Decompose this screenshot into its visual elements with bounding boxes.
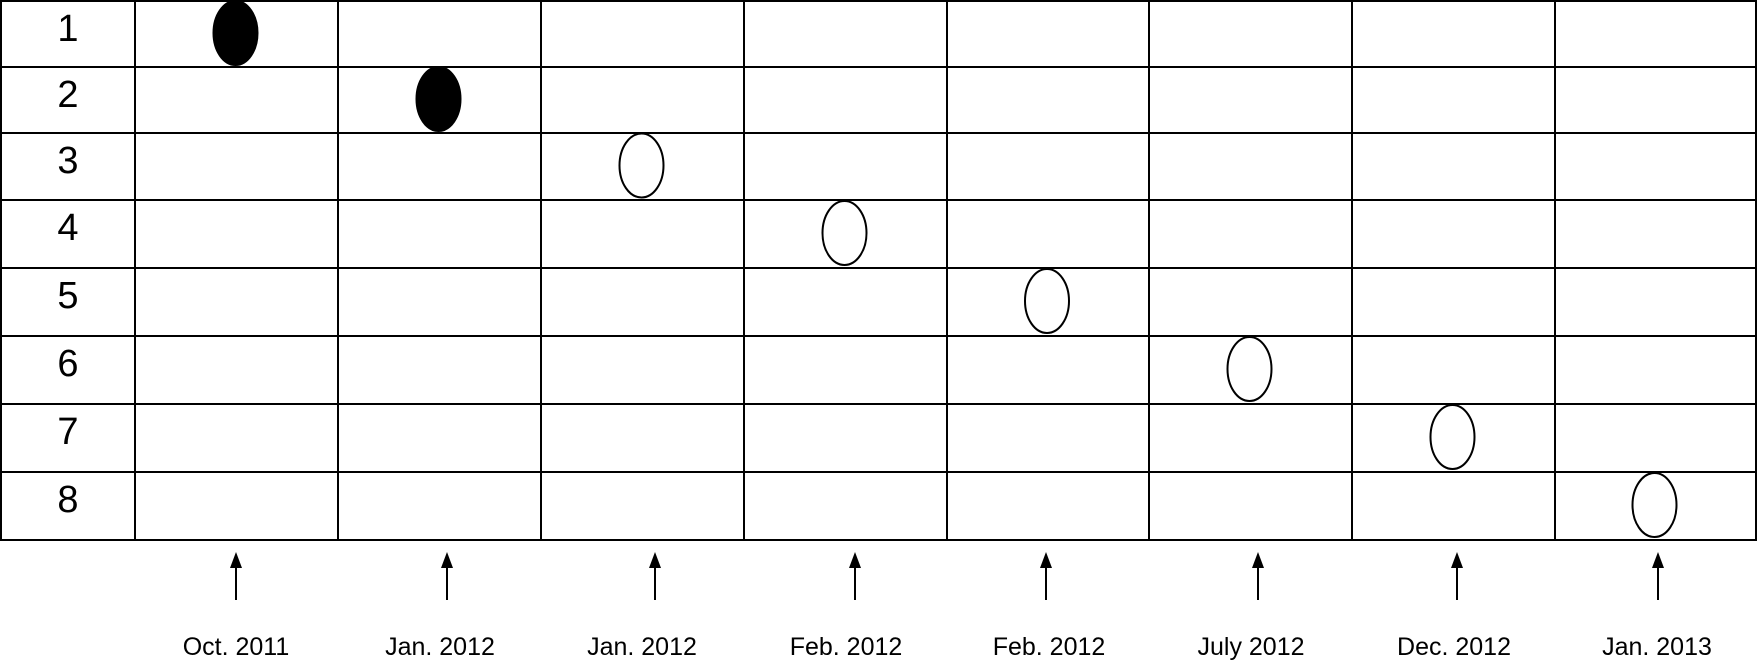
date-label: Jan. 2013 <box>1602 633 1712 661</box>
open-marker <box>1429 404 1476 470</box>
arrow-up-icon <box>849 552 861 568</box>
row-label: 7 <box>57 411 78 453</box>
arrow-up-icon <box>1451 552 1463 568</box>
arrow-up-icon <box>1252 552 1264 568</box>
row-label: 6 <box>57 343 78 385</box>
arrow-up-icon <box>441 552 453 568</box>
date-label: Jan. 2012 <box>385 633 495 661</box>
row-label: 1 <box>57 8 78 50</box>
row-label: 4 <box>57 207 78 249</box>
row-label: 3 <box>57 140 78 182</box>
date-arrows <box>230 552 1664 600</box>
open-marker <box>618 132 665 199</box>
date-labels: Oct. 2011 Jan. 2012 Jan. 2012 Feb. 2012 Feb.… <box>183 633 1712 661</box>
row-labels: 1 2 3 4 5 6 7 8 <box>57 8 78 521</box>
row-label: 5 <box>57 275 78 317</box>
arrow-up-icon <box>1040 552 1052 568</box>
markers <box>212 0 1678 538</box>
date-label: July 2012 <box>1197 633 1304 661</box>
grid <box>0 0 1757 541</box>
date-label: Feb. 2012 <box>790 633 903 661</box>
date-label: Dec. 2012 <box>1397 633 1511 661</box>
open-marker <box>1226 336 1273 402</box>
arrow-up-icon <box>1652 552 1664 568</box>
open-marker <box>1024 268 1070 334</box>
date-label: Oct. 2011 <box>183 633 290 661</box>
arrow-up-icon <box>649 552 661 568</box>
filled-marker <box>212 0 259 66</box>
open-marker <box>821 200 868 266</box>
filled-marker <box>415 66 462 132</box>
arrow-up-icon <box>230 552 242 568</box>
open-marker <box>1631 472 1678 538</box>
row-label: 2 <box>57 74 78 116</box>
date-label: Jan. 2012 <box>587 633 697 661</box>
grid-border <box>0 0 1757 541</box>
date-label: Feb. 2012 <box>993 633 1106 661</box>
row-label: 8 <box>57 479 78 521</box>
